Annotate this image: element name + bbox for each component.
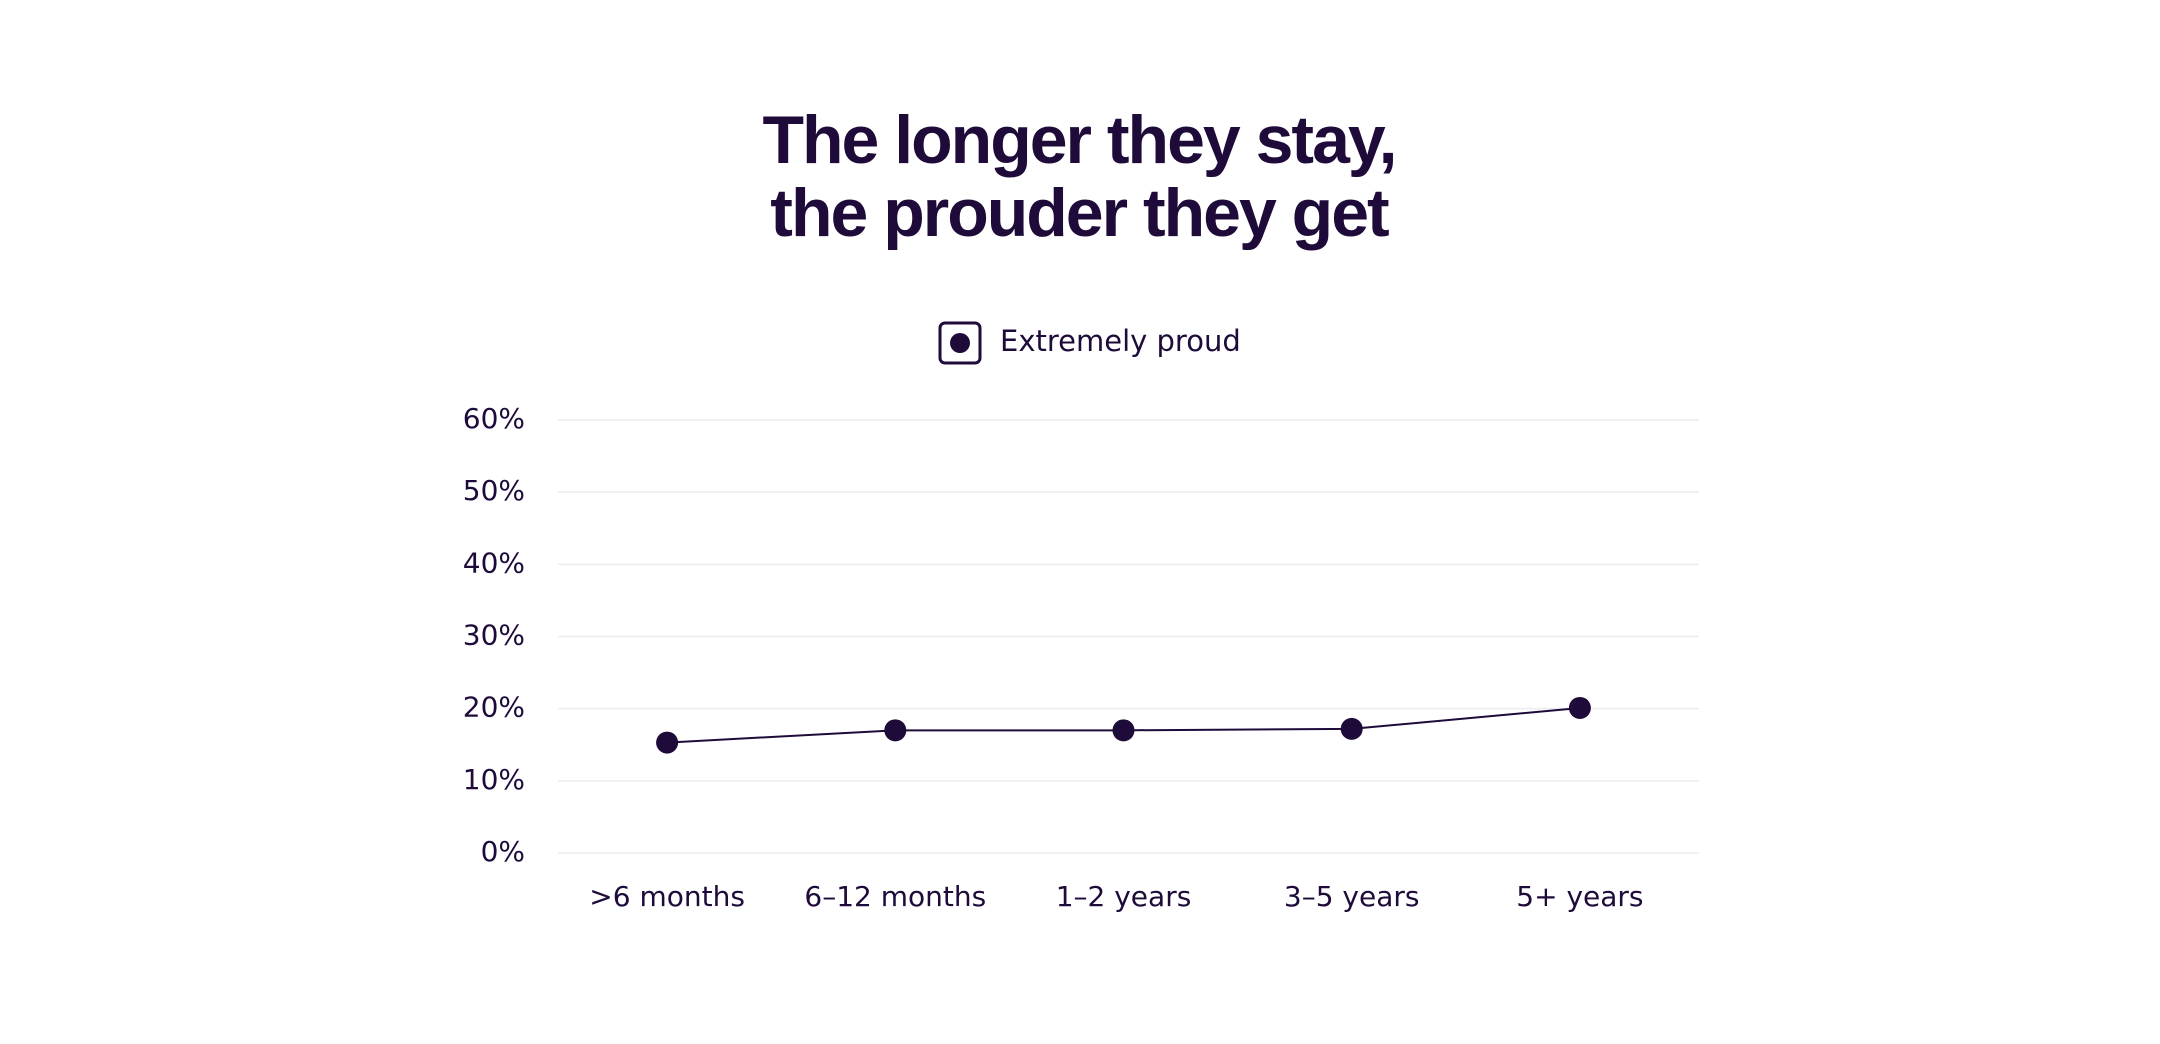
x-tick-label: 5+ years xyxy=(1516,880,1643,913)
y-tick-label: 60% xyxy=(463,402,525,435)
legend-label: Extremely proud xyxy=(1000,324,1241,358)
y-tick-label: 50% xyxy=(463,474,525,507)
point xyxy=(1112,719,1135,742)
chart-title: The longer they stay, xyxy=(762,102,1395,178)
point xyxy=(656,731,679,754)
legend-icon xyxy=(938,321,982,365)
y-tick-label: 40% xyxy=(463,546,525,579)
chart-title: the prouder they get xyxy=(770,175,1389,251)
point xyxy=(1340,717,1363,740)
x-tick-label: 6–12 months xyxy=(804,880,986,913)
x-tick-label: 1–2 years xyxy=(1056,880,1192,913)
x-tick-label: 3–5 years xyxy=(1284,880,1420,913)
legend-icon-dot xyxy=(950,333,970,353)
y-tick-label: 20% xyxy=(463,691,525,724)
x-tick-label: >6 months xyxy=(589,880,745,913)
y-tick-label: 10% xyxy=(463,763,525,796)
point xyxy=(884,719,907,742)
y-tick-label: 0% xyxy=(481,835,525,868)
point xyxy=(1568,696,1591,719)
y-tick-label: 30% xyxy=(463,619,525,652)
